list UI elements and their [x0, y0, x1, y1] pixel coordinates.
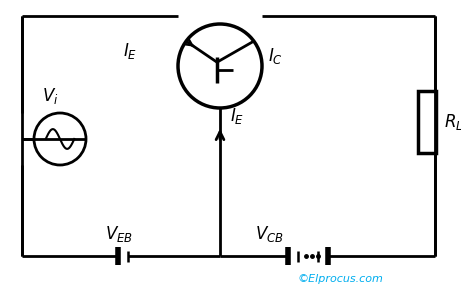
Text: $R_L$: $R_L$ — [444, 112, 461, 132]
Text: $I_E$: $I_E$ — [123, 41, 137, 61]
Text: ©Elprocus.com: ©Elprocus.com — [297, 274, 383, 284]
Text: $V_{CB}$: $V_{CB}$ — [255, 224, 284, 244]
Text: $I_E$: $I_E$ — [230, 106, 244, 126]
Text: $V_i$: $V_i$ — [42, 86, 59, 106]
Text: $V_{EB}$: $V_{EB}$ — [105, 224, 133, 244]
Bar — [418, 91, 436, 153]
Text: $I_C$: $I_C$ — [268, 46, 283, 66]
